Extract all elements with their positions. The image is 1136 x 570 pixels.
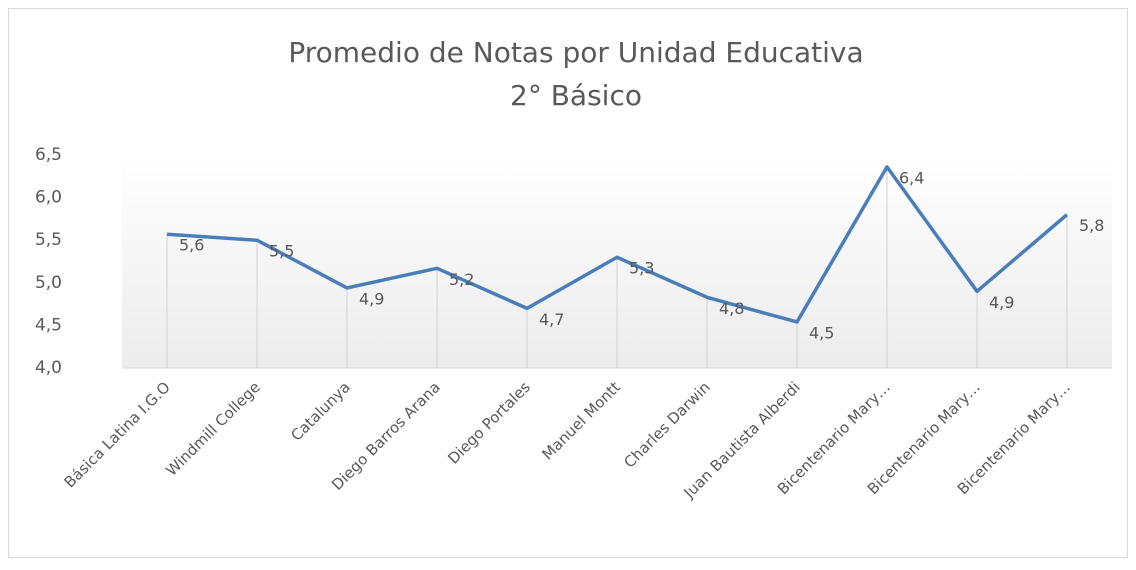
data-label: 4,7: [539, 310, 564, 329]
data-label: 5,3: [629, 259, 654, 278]
data-label: 5,5: [269, 242, 294, 261]
chart-subtitle: 2° Básico: [510, 79, 642, 112]
chart-title: Promedio de Notas por Unidad Educativa: [288, 36, 863, 69]
data-label: 5,8: [1079, 216, 1104, 235]
data-label: 6,4: [899, 168, 924, 187]
y-tick-label: 6,5: [35, 145, 62, 165]
series-line: [166, 165, 1069, 324]
y-tick-label: 5,5: [35, 230, 62, 250]
y-tick-label: 6,0: [35, 188, 62, 208]
data-label: 4,9: [989, 293, 1014, 312]
data-label: 4,5: [809, 323, 834, 342]
data-label: 4,9: [359, 289, 384, 308]
data-label: 4,8: [719, 299, 744, 318]
y-tick-label: 5,0: [35, 273, 62, 293]
data-label: 5,2: [449, 270, 474, 289]
y-tick-label: 4,0: [35, 358, 62, 378]
y-tick-label: 4,5: [35, 315, 62, 335]
data-label: 5,6: [179, 236, 204, 255]
